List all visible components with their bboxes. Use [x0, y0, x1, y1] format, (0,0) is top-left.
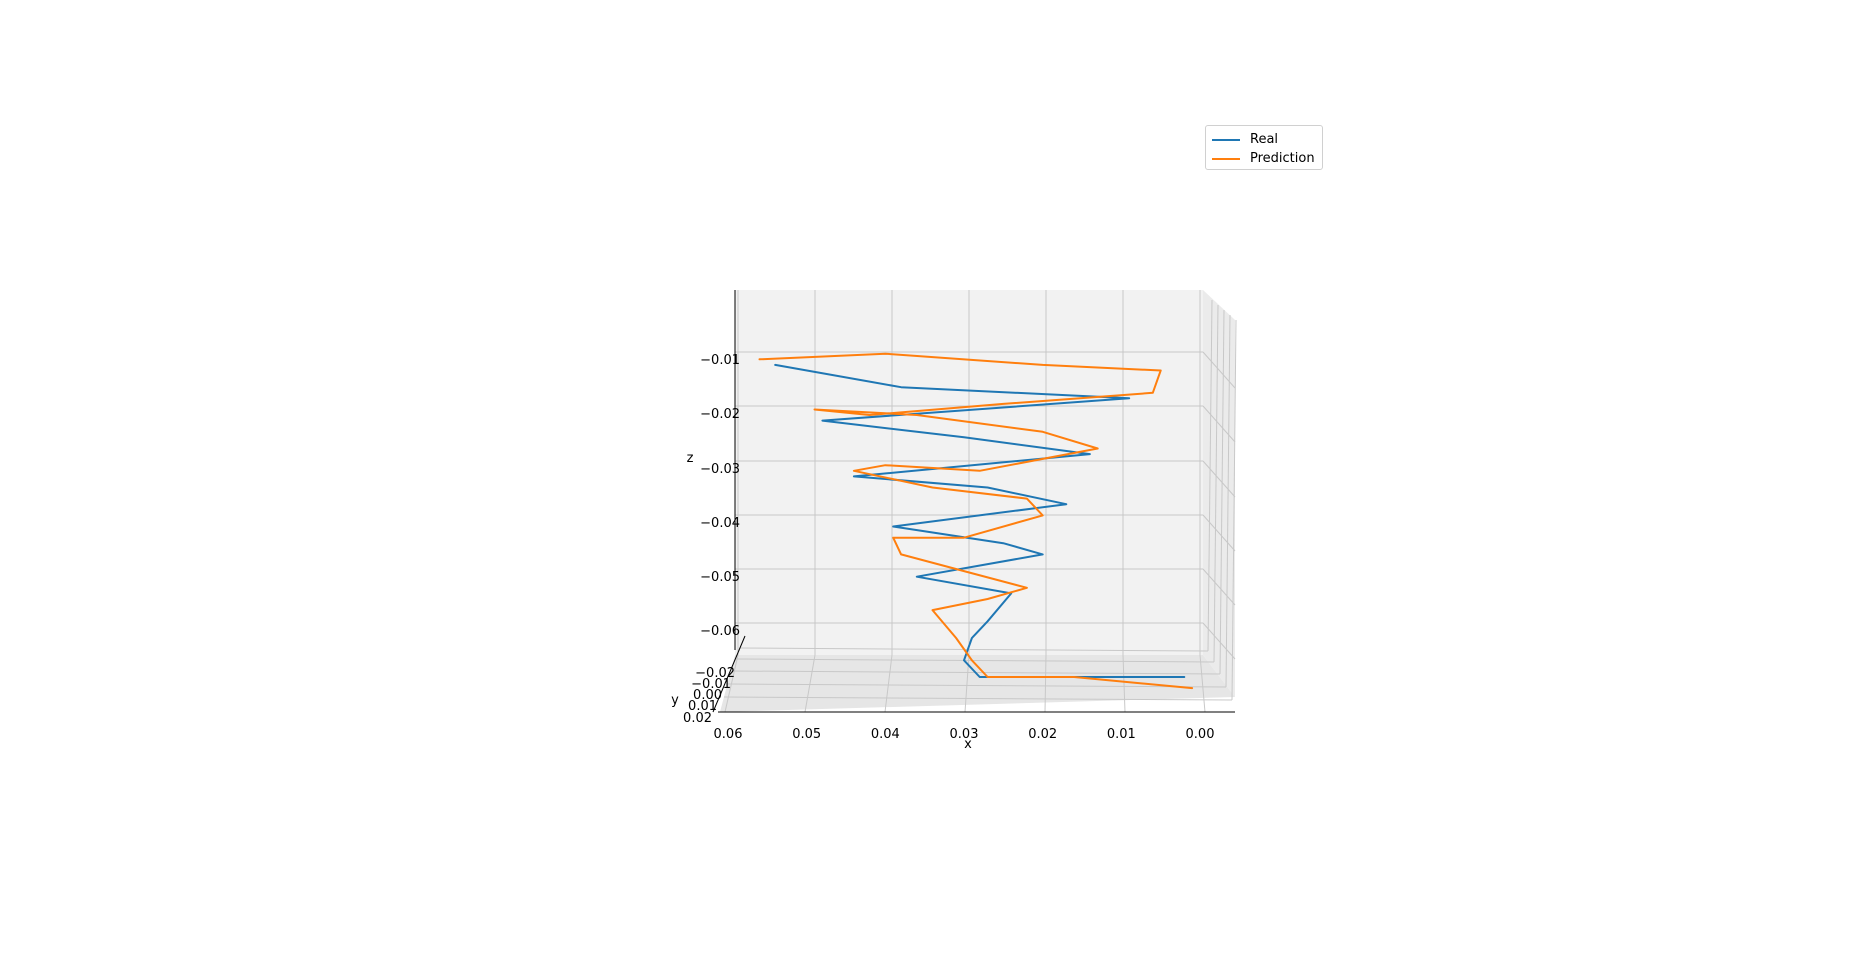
z-side-gridline: [1202, 514, 1236, 552]
y-side-gridline: [1225, 314, 1231, 688]
x-tick-label: 0.01: [1107, 727, 1136, 742]
x-tick-label: 0.00: [1186, 727, 1215, 742]
x-floor-gridline: [804, 654, 816, 713]
x-axis-label: x: [964, 737, 972, 752]
x-tick-label: 0.06: [714, 727, 743, 742]
z-side-gridline: [1202, 405, 1236, 443]
z-tick-label: −0.02: [700, 407, 740, 422]
series-lines: [758, 352, 1194, 690]
x-floor-gridline: [884, 654, 893, 713]
y-floor-gridline: [723, 696, 1233, 701]
floor-pane: [720, 655, 1235, 712]
y-tick-label: −0.01: [691, 677, 731, 692]
y-side-gridline: [1207, 299, 1213, 652]
x-tick-label: 0.03: [950, 727, 979, 742]
y-tick-label: 0.01: [688, 699, 717, 714]
series-line-prediction: [758, 352, 1194, 690]
z-tick-label: −0.03: [700, 462, 740, 477]
legend-label-prediction: Prediction: [1250, 151, 1315, 166]
x-floor-gridline: [1199, 654, 1206, 713]
legend: Real Prediction: [1205, 125, 1323, 170]
legend-item-real: Real: [1212, 130, 1316, 149]
y-axis-line: [712, 635, 746, 713]
tick-labels: 0.06 0.05 0.04 0.03 0.02 0.01 0.00−0.01−0.02−0…: [683, 353, 1214, 742]
y-side-gridline: [1231, 319, 1237, 701]
x-tick-label: 0.05: [792, 727, 821, 742]
legend-item-prediction: Prediction: [1212, 149, 1316, 168]
y-floor-gridline: [739, 647, 1209, 652]
y-side-gridline: [1219, 309, 1225, 675]
x-floor-gridline: [724, 654, 739, 713]
legend-swatch-prediction: [1212, 157, 1240, 160]
x-floor-gridline: [1122, 654, 1126, 713]
y-floor-gridline: [727, 683, 1227, 688]
z-tick-label: −0.05: [700, 570, 740, 585]
axis-lines: [712, 290, 1235, 713]
x-tick-label: 0.02: [1028, 727, 1057, 742]
y-tick-label: 0.00: [693, 688, 722, 703]
z-tick-label: −0.06: [700, 624, 740, 639]
z-side-gridline: [1202, 568, 1236, 606]
x-tick-label: 0.04: [871, 727, 900, 742]
z-side-gridline: [1202, 460, 1236, 498]
y-floor-gridline: [735, 658, 1215, 663]
legend-label-real: Real: [1250, 132, 1279, 147]
z-axis-label: z: [687, 451, 694, 466]
legend-swatch-real: [1212, 138, 1240, 141]
y-tick-label: 0.02: [683, 711, 712, 726]
grid-lines: [723, 290, 1237, 713]
z-tick-label: −0.04: [700, 516, 740, 531]
y-axis-label: y: [671, 693, 679, 708]
y-tick-label: −0.02: [695, 666, 735, 681]
y-side-gridline: [1213, 304, 1219, 663]
z-tick-label: −0.01: [700, 353, 740, 368]
series-line-real: [774, 363, 1186, 678]
x-floor-gridline: [1044, 654, 1047, 713]
